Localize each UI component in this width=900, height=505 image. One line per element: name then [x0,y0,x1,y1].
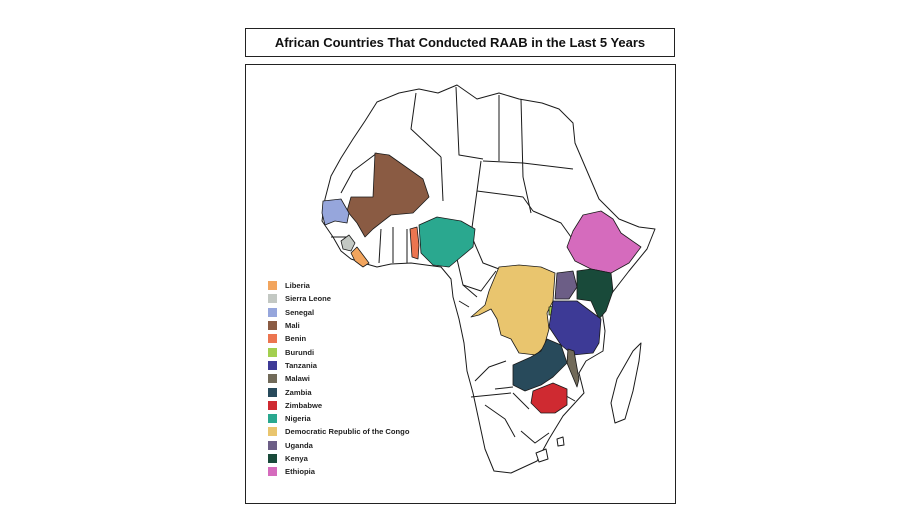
country-benin [409,226,420,260]
legend-label: Ethiopia [285,467,315,477]
country-senegal [321,198,350,226]
country-zambia [512,338,568,392]
legend-label: Senegal [285,307,315,317]
country-nigeria [418,216,476,268]
country-ethiopia [566,210,642,274]
legend-swatch [268,281,277,291]
legend-swatch [268,454,277,463]
legend-item: Senegal [268,306,409,319]
legend-label: Liberia [285,281,310,291]
legend-label: Burundi [285,347,315,357]
legend-label: Zimbabwe [285,400,323,410]
legend-swatch [268,440,277,450]
legend-item: Nigeria [268,412,409,425]
country-mali [346,152,430,238]
legend-label: Sierra Leone [285,294,332,304]
legend: Liberia Sierra Leone Senegal Mali Benin Burun… [268,279,409,478]
legend-item: Tanzania [268,359,409,372]
legend-label: Malawi [285,374,310,384]
map-title: African Countries That Conducted RAAB in… [274,35,646,50]
legend-item: Uganda [268,439,409,452]
legend-item: Sierra Leone [268,292,409,305]
legend-item: Benin [268,332,409,345]
map-frame: Liberia Sierra Leone Senegal Mali Benin Burun… [245,64,676,504]
legend-label: Democratic Republic of the Congo [285,427,410,437]
legend-label: Mali [285,321,300,331]
legend-item: Kenya [268,452,409,465]
legend-label: Uganda [285,440,313,450]
legend-label: Kenya [285,454,308,463]
legend-swatch [268,347,277,357]
legend-swatch [268,374,277,384]
country-uganda [554,270,578,300]
legend-item: Ethiopia [268,465,409,478]
legend-swatch [268,334,277,344]
legend-item: Malawi [268,372,409,385]
country-borders [331,86,576,444]
eswatini [556,436,565,447]
legend-swatch [268,467,277,477]
legend-item: Liberia [268,279,409,292]
legend-swatch [268,294,277,304]
legend-label: Tanzania [285,360,317,370]
country-zimbabwe [530,382,568,414]
legend-swatch [268,360,277,370]
legend-item: Mali [268,319,409,332]
map-title-box: African Countries That Conducted RAAB in… [245,28,675,57]
legend-label: Zambia [285,387,312,397]
madagascar [610,342,642,424]
country-liberia [350,246,370,268]
legend-item: Burundi [268,345,409,358]
legend-label: Nigeria [285,414,311,424]
country-drc [470,264,556,356]
country-kenya [576,268,614,320]
country-tanzania [548,300,602,356]
legend-item: Zambia [268,385,409,398]
legend-swatch [268,427,277,437]
legend-item: Zimbabwe [268,399,409,412]
country-sierra-leone [340,234,356,252]
legend-item: Democratic Republic of the Congo [268,425,409,438]
africa-map [321,84,656,474]
legend-swatch [268,387,277,397]
legend-label: Benin [285,334,307,344]
legend-swatch [268,307,277,317]
legend-swatch [268,400,277,410]
legend-swatch [268,414,277,424]
country-malawi [566,348,580,388]
lesotho [535,448,549,463]
legend-swatch [268,321,277,331]
